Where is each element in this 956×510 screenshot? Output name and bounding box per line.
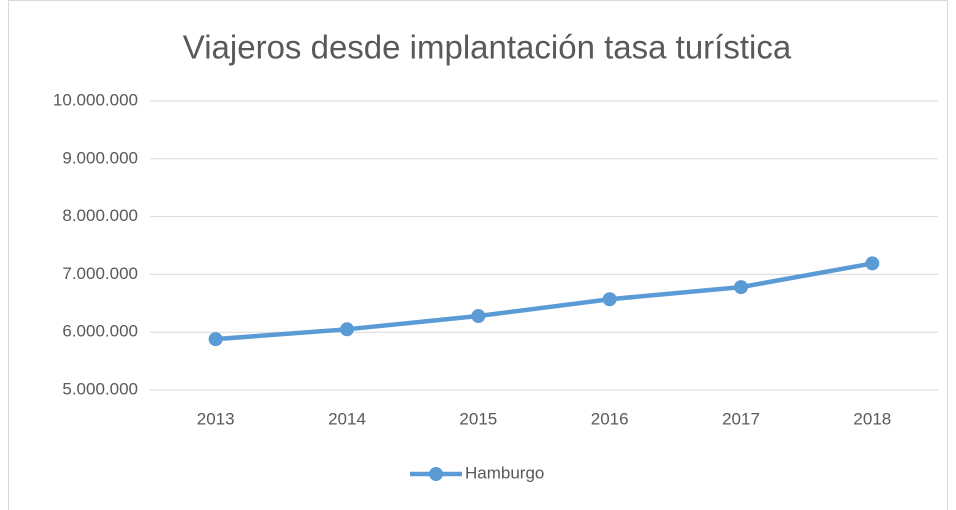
x-tick-label: 2014 bbox=[328, 409, 366, 428]
legend-marker bbox=[429, 467, 443, 481]
data-point bbox=[602, 292, 617, 307]
y-tick-label: 8.000.000 bbox=[62, 206, 138, 225]
y-tick-label: 10.000.000 bbox=[53, 90, 138, 109]
legend-label: Hamburgo bbox=[465, 463, 544, 482]
y-tick-label: 9.000.000 bbox=[62, 148, 138, 167]
data-point bbox=[208, 332, 223, 347]
data-point bbox=[734, 280, 748, 295]
data-point bbox=[471, 309, 486, 324]
x-tick-label: 2016 bbox=[591, 409, 629, 428]
x-tick-label: 2015 bbox=[459, 409, 497, 428]
y-tick-label: 6.000.000 bbox=[62, 322, 138, 341]
y-tick-label: 5.000.000 bbox=[62, 379, 138, 398]
y-tick-label: 7.000.000 bbox=[62, 264, 138, 283]
series-line bbox=[213, 261, 875, 342]
chart-title: Viajeros desde implantación tasa turísti… bbox=[183, 29, 792, 66]
x-tick-label: 2018 bbox=[853, 409, 891, 428]
data-point bbox=[340, 322, 354, 337]
x-tick-label: 2017 bbox=[722, 409, 760, 428]
chart-frame bbox=[8, 0, 948, 510]
x-tick-label: 2013 bbox=[197, 409, 235, 428]
data-point bbox=[865, 256, 880, 271]
